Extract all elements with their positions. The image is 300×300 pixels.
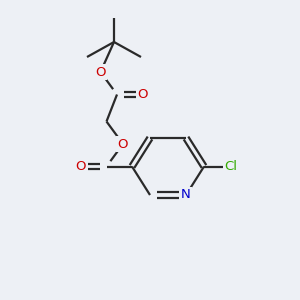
Text: Cl: Cl [224, 160, 238, 173]
Text: O: O [118, 137, 128, 151]
Text: O: O [137, 88, 148, 101]
Text: O: O [95, 65, 106, 79]
Text: O: O [76, 160, 86, 173]
Text: N: N [181, 188, 191, 202]
